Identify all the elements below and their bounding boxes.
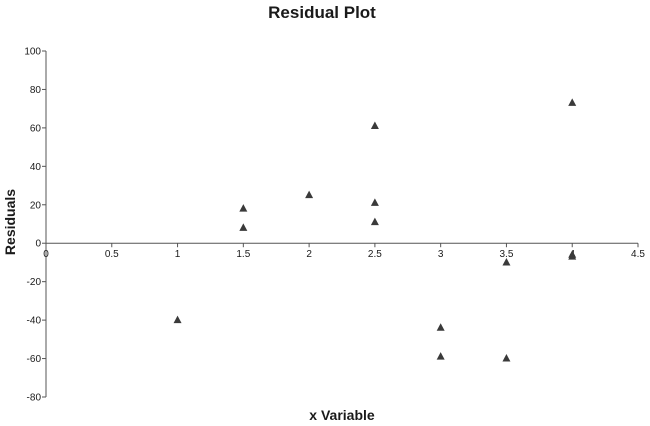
y-tick-label: 60 — [30, 123, 42, 134]
data-point — [370, 217, 379, 226]
data-point — [370, 121, 379, 129]
x-tick-label: 0.5 — [105, 249, 119, 260]
x-tick-label: 0 — [43, 249, 49, 260]
y-tick-label: 0 — [35, 239, 41, 250]
data-point — [568, 98, 577, 106]
x-tick-label: 1.5 — [236, 249, 250, 260]
x-tick-label: 3 — [438, 249, 444, 260]
x-tick-label: 4.5 — [631, 249, 645, 260]
data-point — [305, 190, 314, 199]
y-tick-label: -40 — [27, 316, 42, 327]
data-point — [370, 198, 379, 206]
x-tick-label: 1 — [175, 249, 181, 260]
data-point — [568, 250, 577, 258]
y-tick-label: 80 — [30, 85, 42, 96]
x-tick-label: 3.5 — [499, 249, 513, 260]
y-tick-label: -60 — [27, 354, 42, 365]
x-axis-title: x Variable — [309, 407, 375, 423]
x-tick-labels: 00.511.522.533.544.5 — [43, 249, 645, 260]
y-tick-label: 100 — [24, 47, 41, 58]
y-tick-label: -20 — [27, 277, 42, 288]
data-point — [502, 354, 511, 362]
y-tick-label: 20 — [30, 200, 42, 211]
y-tick-label: -80 — [27, 393, 42, 404]
y-axis-title: Residuals — [2, 189, 18, 255]
y-tick-labels: 100 80 60 40 20 0 -20 -40 -60 -80 — [24, 47, 41, 404]
data-point — [436, 323, 445, 331]
chart-title: Residual Plot — [268, 3, 376, 22]
data-point — [239, 204, 248, 212]
axes — [42, 50, 639, 398]
data-points — [173, 98, 577, 362]
data-point — [173, 315, 182, 324]
x-tick-label: 2 — [306, 249, 312, 260]
y-tick-label: 40 — [30, 162, 42, 173]
x-tick-label: 2.5 — [368, 249, 382, 260]
data-point — [436, 352, 445, 360]
data-point — [502, 257, 511, 266]
data-point — [239, 223, 248, 231]
